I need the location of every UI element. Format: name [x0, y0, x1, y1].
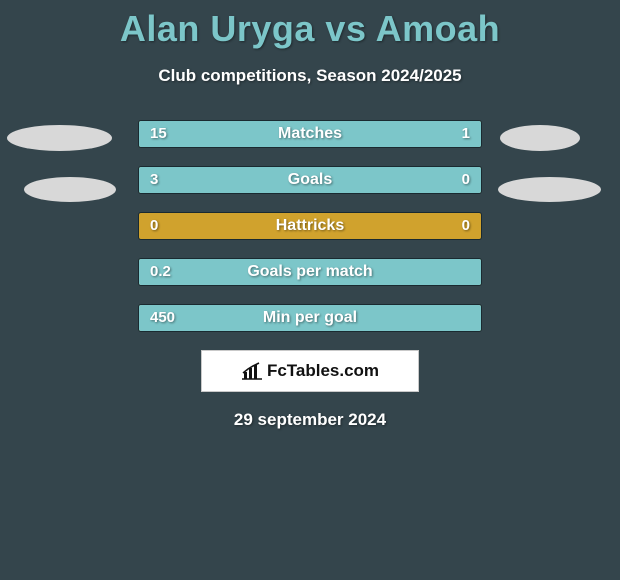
stat-row: 30Goals: [138, 166, 482, 194]
stat-row: 0.2Goals per match: [138, 258, 482, 286]
stat-bar-left: [139, 305, 481, 331]
brand-badge[interactable]: FcTables.com: [201, 350, 419, 392]
stat-value-right: 1: [462, 120, 470, 148]
stat-bar-track: [138, 120, 482, 148]
stat-value-left: 0.2: [150, 258, 171, 286]
date-text: 29 september 2024: [0, 410, 620, 430]
stat-bar-left: [139, 121, 460, 147]
stat-bar-track: [138, 304, 482, 332]
stat-bar-left: [139, 167, 481, 193]
stat-value-right: 0: [462, 212, 470, 240]
stat-row: 450Min per goal: [138, 304, 482, 332]
placeholder-ellipse: [7, 125, 112, 151]
page-title: Alan Uryga vs Amoah: [0, 0, 620, 50]
placeholder-ellipse: [500, 125, 580, 151]
stat-bar-track: [138, 258, 482, 286]
stat-row: 00Hattricks: [138, 212, 482, 240]
stat-value-left: 3: [150, 166, 158, 194]
subtitle: Club competitions, Season 2024/2025: [0, 66, 620, 86]
placeholder-ellipse: [24, 177, 116, 202]
stat-row: 151Matches: [138, 120, 482, 148]
stat-value-left: 0: [150, 212, 158, 240]
stats-area: 151Matches30Goals00Hattricks0.2Goals per…: [0, 120, 620, 332]
stat-value-right: 0: [462, 166, 470, 194]
stat-bar-left: [139, 259, 481, 285]
bar-chart-icon: [241, 362, 263, 380]
stat-bar-track: [138, 166, 482, 194]
stat-value-left: 15: [150, 120, 167, 148]
comparison-infographic: Alan Uryga vs Amoah Club competitions, S…: [0, 0, 620, 580]
stat-bar-track: [138, 212, 482, 240]
brand-text: FcTables.com: [267, 361, 379, 381]
stat-value-left: 450: [150, 304, 175, 332]
placeholder-ellipse: [498, 177, 601, 202]
